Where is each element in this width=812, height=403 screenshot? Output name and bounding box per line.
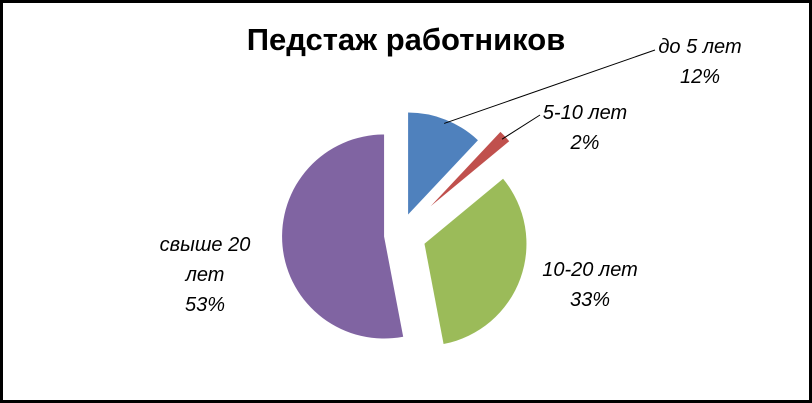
data-label: свыше 20 лет 53%: [155, 230, 255, 320]
value-label: 2%: [570, 132, 600, 154]
leader-line: [444, 49, 656, 124]
category-label: 5-10 лет: [542, 102, 628, 124]
data-label: 5-10 лет 2%: [520, 98, 650, 158]
data-label: 10-20 лет 33%: [525, 255, 655, 315]
value-label: 33%: [569, 289, 611, 311]
pie-slice: [430, 131, 510, 207]
pie-slice: [282, 134, 404, 339]
pie-slice: [424, 178, 527, 345]
data-label: до 5 лет 12%: [650, 32, 750, 92]
category-label: 10-20 лет: [542, 259, 638, 281]
value-label: 12%: [679, 66, 721, 88]
pie-slice: [408, 112, 478, 215]
value-label: 53%: [184, 294, 226, 316]
category-label: до 5 лет: [658, 36, 742, 58]
category-label: свыше 20 лет: [159, 234, 251, 286]
chart-title: Педстаж работников: [246, 22, 566, 57]
leader-line: [501, 114, 541, 140]
